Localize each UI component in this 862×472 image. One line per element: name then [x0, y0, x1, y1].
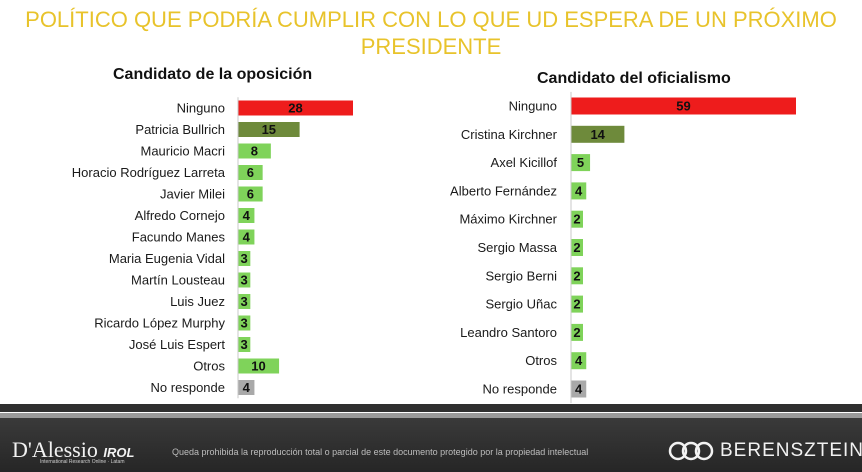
opposition-category-label: Luis Juez — [170, 294, 225, 309]
copyright-notice: Queda prohibida la reproducción total o … — [172, 447, 589, 457]
dalessio-logo: D'Alessio IROL — [12, 437, 134, 463]
opposition-bar — [238, 251, 251, 266]
berensztein-logo-icon — [668, 441, 714, 461]
opposition-value-label: 8 — [251, 144, 258, 159]
officialism-value-label: 2 — [573, 240, 580, 255]
opposition-value-label: 15 — [262, 122, 276, 137]
officialism-bar — [571, 154, 591, 172]
opposition-category-label: Martín Lousteau — [131, 273, 225, 288]
opposition-category-label: Ninguno — [177, 101, 225, 116]
chart-title-officialism: Candidato del oficialismo — [537, 70, 731, 87]
officialism-bar — [571, 267, 583, 285]
opposition-category-label: Facundo Manes — [132, 230, 226, 245]
officialism-category-label: Otros — [525, 353, 557, 368]
opposition-category-label: Mauricio Macri — [140, 144, 225, 159]
officialism-bar — [571, 210, 583, 228]
opposition-bar — [238, 337, 251, 352]
slide-title-line1: POLÍTICO QUE PODRÍA CUMPLIR CON LO QUE U… — [25, 7, 837, 32]
opposition-bar — [238, 358, 280, 374]
officialism-category-label: Cristina Kirchner — [461, 127, 558, 142]
opposition-value-label: 6 — [247, 165, 254, 180]
officialism-category-label: Sergio Massa — [478, 240, 558, 255]
slide-title: POLÍTICO QUE PODRÍA CUMPLIR CON LO QUE U… — [0, 6, 862, 60]
opposition-category-label: Javier Milei — [160, 187, 225, 202]
officialism-bar — [571, 125, 625, 143]
officialism-value-label: 2 — [573, 268, 580, 283]
opposition-category-label: Patricia Bullrich — [135, 122, 225, 137]
footer-bar — [0, 418, 862, 472]
officialism-value-label: 2 — [573, 212, 580, 227]
opposition-bar — [238, 315, 251, 331]
opposition-value-label: 4 — [243, 208, 251, 223]
officialism-value-label: 4 — [575, 382, 583, 397]
opposition-category-label: Horacio Rodríguez Larreta — [72, 165, 226, 180]
officialism-category-label: Sergio Berni — [485, 268, 557, 283]
opposition-value-label: 3 — [241, 316, 248, 331]
officialism-category-label: Sergio Uñac — [485, 297, 557, 312]
irol-logo-text: IROL — [103, 445, 135, 460]
opposition-value-label: 28 — [288, 101, 302, 116]
officialism-category-label: Leandro Santoro — [460, 325, 557, 340]
opposition-value-label: 4 — [243, 230, 251, 245]
officialism-value-label: 2 — [573, 297, 580, 312]
slide-title-line2: PRESIDENTE — [360, 34, 502, 59]
officialism-value-label: 59 — [676, 99, 690, 114]
footer-divider-dark — [0, 404, 862, 412]
opposition-category-label: José Luis Espert — [129, 337, 225, 352]
opposition-bar — [238, 294, 251, 309]
officialism-value-label: 14 — [590, 127, 605, 142]
opposition-bar — [238, 272, 251, 288]
dalessio-logo-subtitle: International Research Online · Latam — [40, 459, 125, 465]
opposition-bar — [238, 380, 255, 395]
officialism-bar — [571, 323, 583, 341]
officialism-bar — [571, 239, 583, 256]
opposition-bar — [238, 100, 353, 116]
footer-divider-light — [0, 413, 862, 418]
opposition-category-label: Otros — [193, 359, 225, 374]
opposition-value-label: 3 — [241, 294, 248, 309]
opposition-bar — [238, 122, 300, 137]
opposition-category-label: Alfredo Cornejo — [135, 208, 225, 223]
opposition-value-label: 3 — [241, 273, 248, 288]
opposition-bar — [238, 165, 263, 180]
opposition-category-label: No responde — [151, 380, 225, 395]
opposition-value-label: 4 — [243, 380, 251, 395]
berensztein-logo: BERENSZTEIN — [668, 440, 862, 462]
opposition-bar — [238, 229, 255, 245]
chart-title-opposition: Candidato de la oposición — [113, 66, 313, 83]
opposition-bar — [238, 143, 271, 159]
officialism-category-label: Axel Kicillof — [491, 155, 558, 170]
opposition-category-label: Maria Eugenia Vidal — [109, 251, 225, 266]
opposition-value-label: 10 — [251, 359, 265, 374]
berensztein-logo-text: BERENSZTEIN — [720, 440, 862, 461]
officialism-bar — [571, 380, 587, 398]
officialism-category-label: Máximo Kirchner — [459, 212, 557, 227]
officialism-value-label: 5 — [577, 155, 584, 170]
officialism-value-label: 2 — [573, 325, 580, 340]
officialism-bar — [571, 352, 587, 370]
officialism-bar — [571, 97, 796, 115]
opposition-category-label: Ricardo López Murphy — [94, 316, 225, 331]
opposition-value-label: 3 — [241, 337, 248, 352]
officialism-value-label: 4 — [575, 183, 583, 198]
opposition-bar — [238, 186, 263, 202]
officialism-category-label: Alberto Fernández — [450, 183, 557, 198]
officialism-category-label: Ninguno — [509, 99, 557, 114]
dalessio-logo-text: D'Alessio — [12, 437, 98, 462]
officialism-bar — [571, 295, 583, 313]
opposition-value-label: 6 — [247, 187, 254, 202]
opposition-bar — [238, 208, 255, 223]
officialism-category-label: No responde — [483, 382, 557, 397]
officialism-bar — [571, 182, 587, 200]
opposition-value-label: 3 — [241, 251, 248, 266]
officialism-value-label: 4 — [575, 353, 583, 368]
